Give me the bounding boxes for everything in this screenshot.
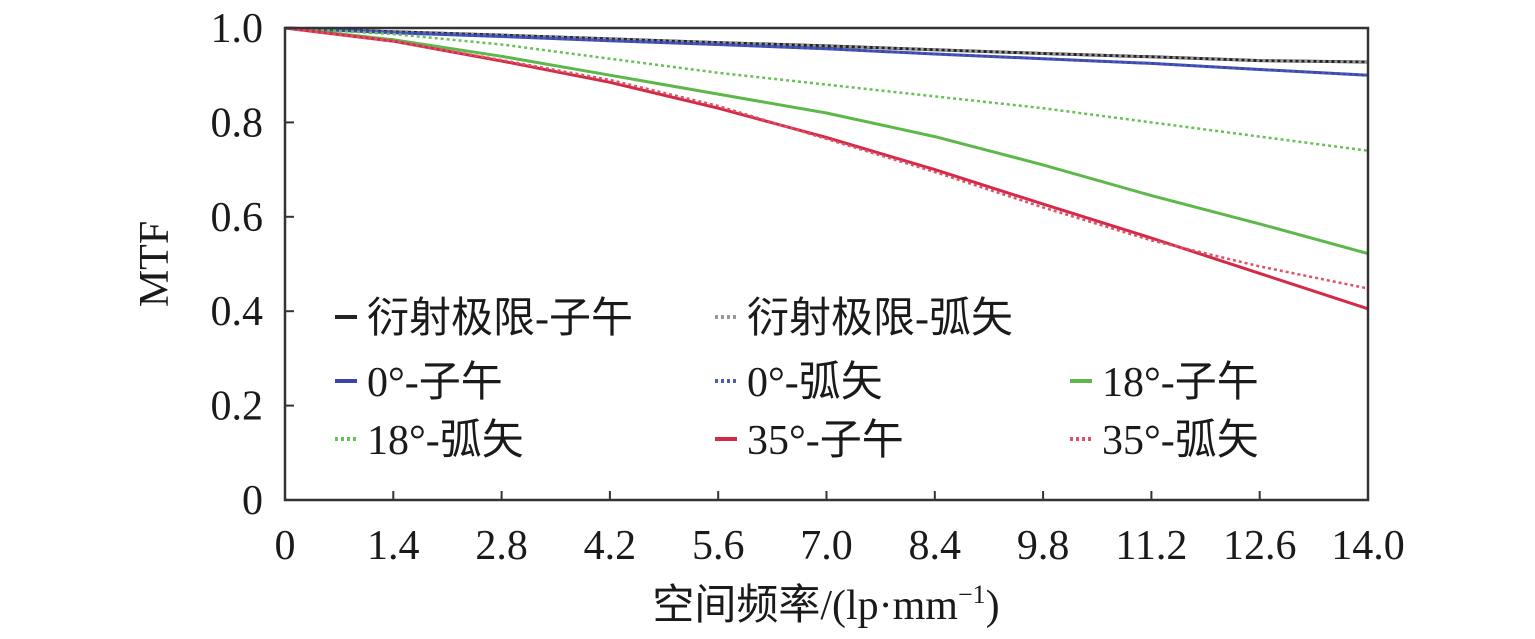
series-layer bbox=[284, 26, 1369, 311]
x-tick-label: 9.8 bbox=[1017, 523, 1070, 569]
legend-label-6: 35°-子午 bbox=[747, 418, 904, 464]
y-tick-label: 0.8 bbox=[211, 100, 264, 146]
legend-label-1: 衍射极限-弧矢 bbox=[747, 296, 1013, 342]
legend-label-3: 0°-弧矢 bbox=[747, 360, 883, 406]
x-tick-label: 0 bbox=[275, 523, 296, 569]
legend-label-0: 衍射极限-子午 bbox=[367, 296, 633, 342]
x-tick-label: 7.0 bbox=[800, 523, 853, 569]
x-axis-title-main: 空间频率/(lp·mm bbox=[652, 582, 958, 629]
legend-label-4: 18°-子午 bbox=[1102, 360, 1259, 406]
x-tick-label: 2.8 bbox=[475, 523, 528, 569]
x-tick-label: 1.4 bbox=[367, 523, 420, 569]
y-axis-title: MTF bbox=[132, 221, 178, 307]
y-tick-label: 0.6 bbox=[211, 195, 264, 241]
legend-label-7: 35°-弧矢 bbox=[1102, 418, 1259, 464]
y-tick-label: 0.4 bbox=[211, 289, 264, 335]
legend-label-5: 18°-弧矢 bbox=[367, 418, 524, 464]
x-tick-label: 5.6 bbox=[692, 523, 745, 569]
series-line-4 bbox=[284, 26, 1369, 256]
legend: 衍射极限-子午 衍射极限-弧矢 0°-子午 0°-弧矢 18°-子午 18°-弧矢 35°-… bbox=[335, 296, 1259, 464]
x-axis-title-superscript: −1 bbox=[958, 580, 986, 609]
y-tick-label: 0 bbox=[242, 478, 263, 524]
x-axis-title: 空间频率/(lp·mm−1) bbox=[652, 580, 999, 629]
x-tick-label: 14.0 bbox=[1331, 523, 1405, 569]
series-line-7 bbox=[284, 26, 1369, 290]
x-tick-label: 11.2 bbox=[1115, 523, 1187, 569]
x-tick-label: 8.4 bbox=[909, 523, 962, 569]
series-line-6 bbox=[284, 26, 1369, 311]
x-axis-title-end: ) bbox=[986, 583, 1000, 629]
series-line-3 bbox=[284, 26, 1369, 77]
y-tick-label: 0.2 bbox=[211, 384, 264, 430]
x-tick-label: 12.6 bbox=[1223, 523, 1297, 569]
tick-layer: 0 1.4 2.8 4.2 5.6 7.0 8.4 9.8 11.2 12.6 14.0 0 0.2 0.… bbox=[211, 6, 1405, 569]
x-tick-label: 4.2 bbox=[584, 523, 637, 569]
legend-label-2: 0°-子午 bbox=[367, 360, 503, 406]
y-tick-label: 1.0 bbox=[211, 6, 264, 52]
series-line-5 bbox=[284, 26, 1369, 152]
